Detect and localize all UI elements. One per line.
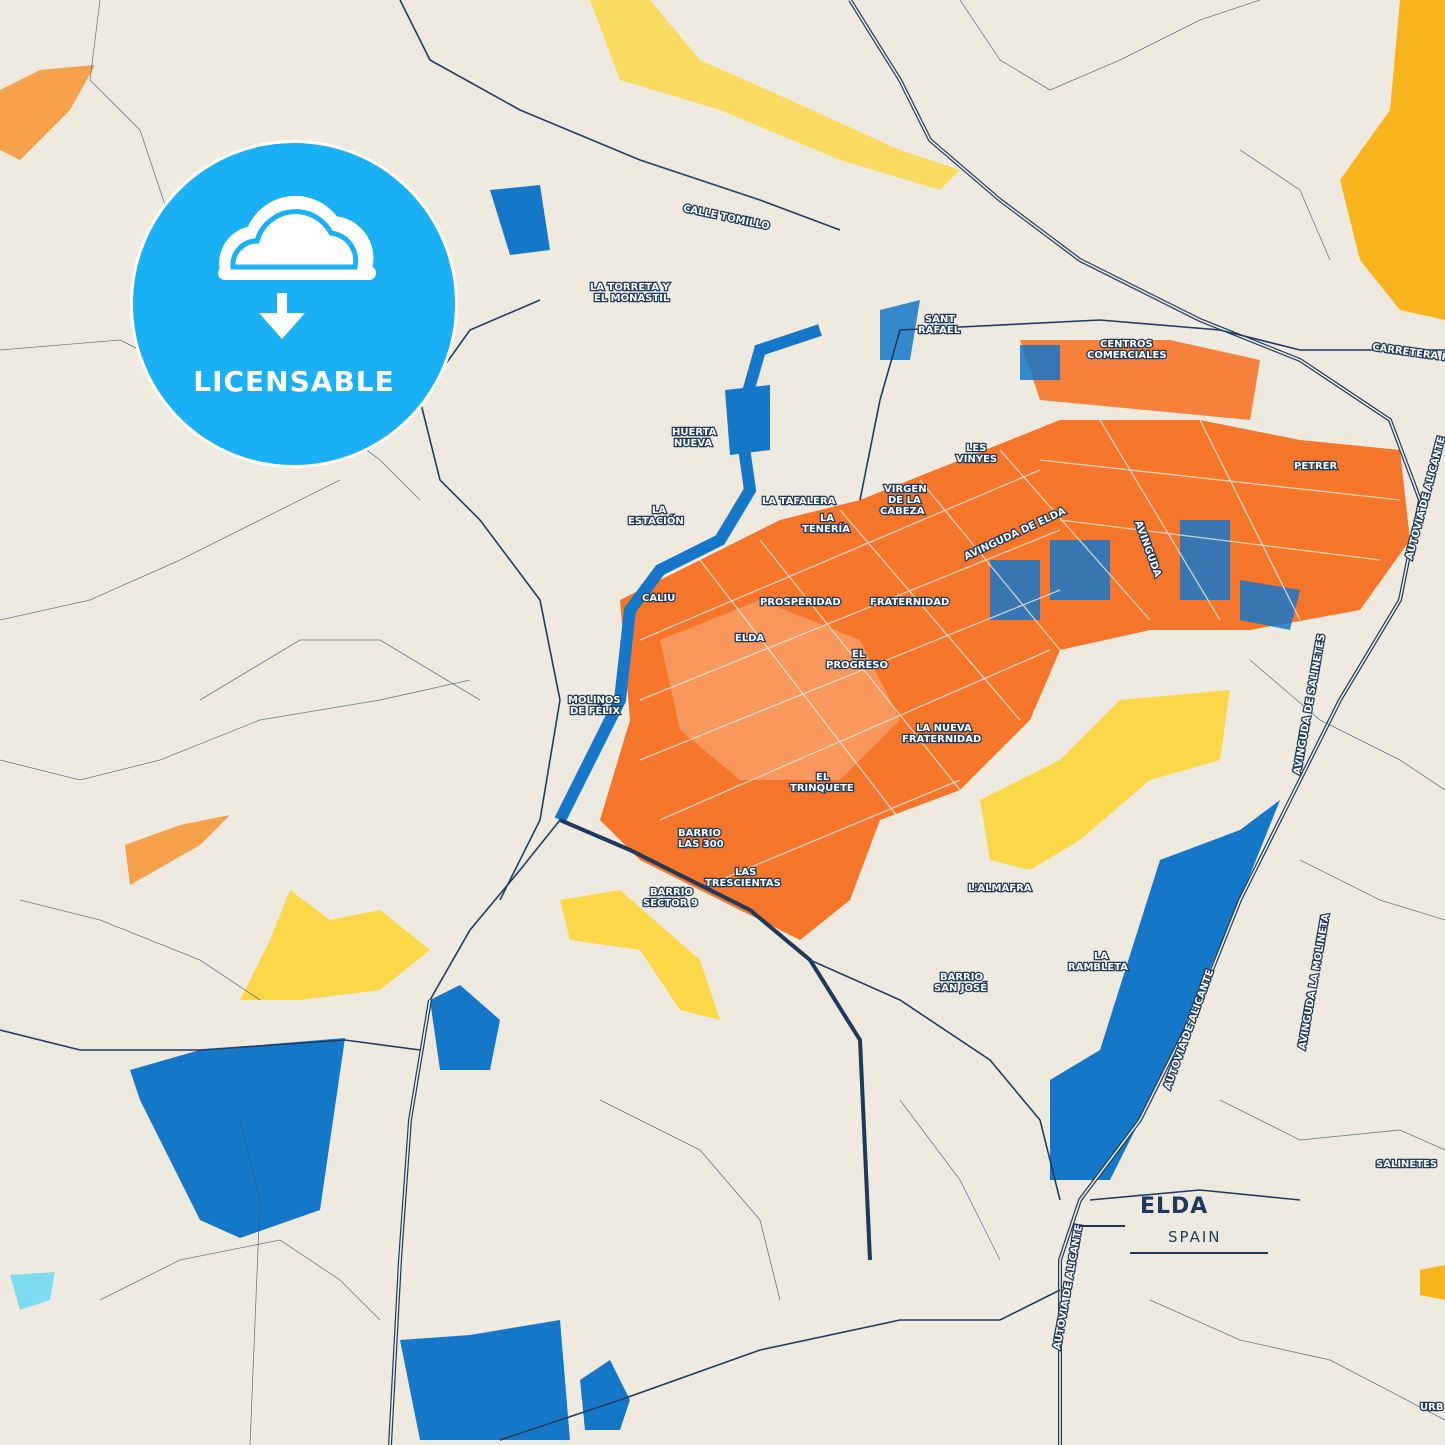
licensable-label: LICENSABLE: [193, 365, 395, 398]
blue-area: [430, 985, 500, 1070]
label-carretera: CARRETERA PE: [1372, 342, 1445, 365]
blue-area: [1050, 800, 1280, 1180]
label-rambleta-2: RAMBLETA: [1068, 962, 1128, 973]
yellow-area: [240, 890, 430, 1000]
label-san-jose-1: BARRIO: [940, 972, 983, 983]
label-cabeza: CABEZA: [880, 506, 925, 517]
orange-area: [0, 65, 95, 160]
title-rule: [1130, 1252, 1268, 1254]
cloud-download-icon: [218, 195, 376, 339]
title-rule: [1080, 1225, 1125, 1227]
blue-area: [400, 1320, 570, 1440]
blue-area: [725, 385, 770, 455]
street-grid: [639, 419, 1401, 881]
label-el-trinquete-1: EL: [816, 772, 830, 783]
label-fraternidad-2: FRATERNIDAD: [902, 734, 981, 745]
label-almafra: L'ALMAFRA: [968, 883, 1032, 894]
urban-area: [1020, 340, 1260, 420]
label-elda: ELDA: [735, 633, 765, 644]
blue-area: [130, 1038, 345, 1238]
label-rambleta-1: LA: [1094, 951, 1108, 962]
label-autovia-3: AUTOVIA DE ALICANTE: [1052, 1224, 1085, 1351]
light-blue-area: [10, 1272, 55, 1310]
label-virgen: VIRGEN: [884, 484, 927, 495]
label-la-nueva: LA NUEVA: [916, 723, 972, 734]
label-molinos: MOLINOS: [568, 695, 621, 706]
label-de-la: DE LA: [888, 495, 921, 506]
river: [554, 324, 822, 823]
yellow-area: [590, 0, 960, 190]
amber-area: [1340, 0, 1445, 320]
label-salinetes: SALINETES: [1376, 1159, 1437, 1170]
label-la-teneria-1: LA: [820, 513, 834, 524]
blue-area: [580, 1360, 630, 1430]
label-autovia-1: AUTOVIA DE ALICANTE: [1404, 435, 1445, 561]
label-avinguda-salinetes: AVINGUDA DE SALINETES: [1292, 633, 1328, 775]
yellow-area: [980, 690, 1230, 870]
licensable-badge[interactable]: LICENSABLE: [130, 140, 458, 468]
label-molineta: AVINGUDA LA MOLINETA: [1297, 913, 1332, 1051]
label-de-felix: DE FÉLIX: [570, 704, 620, 717]
label-la-estacion-1: LA: [652, 505, 666, 516]
label-tafalera: LA TAFALERA: [762, 496, 836, 507]
label-calle-tomillo: CALLE TOMILLO: [682, 203, 770, 232]
label-caliu: CALIU: [642, 593, 675, 604]
label-el-trinquete-2: TRINQUETE: [790, 783, 854, 794]
label-barrio-las-300-2: LAS 300: [678, 839, 724, 850]
label-sector-9-2: SECTOR 9: [643, 898, 698, 909]
label-fraternidad: FRATERNIDAD: [870, 597, 949, 608]
label-petrer: PETRER: [1294, 461, 1338, 472]
label-nueva: NUEVA: [674, 438, 712, 449]
label-la-torreta: LA TORRETA Y: [590, 282, 670, 293]
label-vinyes: VINYES: [956, 454, 997, 465]
amber-area: [1420, 1265, 1445, 1300]
label-las-trescientas-2: TRESCIENTAS: [705, 878, 781, 889]
label-el-progreso-1: EL: [852, 649, 866, 660]
label-barrio-las-300-1: BARRIO: [678, 828, 721, 839]
label-el-progreso-2: PROGRESO: [826, 660, 888, 671]
map-title-block: ELDA SPAIN: [1080, 1190, 1270, 1260]
label-centros: CENTROS: [1100, 339, 1153, 350]
label-las-trescientas-1: LAS: [735, 867, 756, 878]
orange-area: [125, 815, 230, 885]
blue-blocks: [880, 300, 1300, 630]
label-huerta: HUERTA: [672, 427, 717, 438]
country-subtitle: SPAIN: [1168, 1228, 1222, 1246]
label-sant: SANT: [925, 314, 955, 325]
label-el-monastil: EL MONASTIL: [594, 293, 670, 304]
label-les: LES: [966, 443, 986, 454]
label-la-estacion-2: ESTACIÓN: [628, 514, 684, 527]
label-urb: URB: [1420, 1402, 1443, 1413]
label-la-teneria-2: TENERÍA: [802, 522, 850, 535]
city-title: ELDA: [1140, 1194, 1209, 1219]
label-rafael: RAFAEL: [918, 325, 961, 336]
yellow-area: [560, 890, 720, 1020]
blue-area: [490, 185, 550, 255]
urban-area-light: [660, 600, 900, 780]
label-prosperidad: PROSPERIDAD: [760, 597, 841, 608]
label-san-jose-2: SAN JOSÉ: [934, 981, 987, 994]
label-sector-9-1: BARRIO: [650, 887, 693, 898]
label-comerciales: COMERCIALES: [1087, 350, 1167, 361]
